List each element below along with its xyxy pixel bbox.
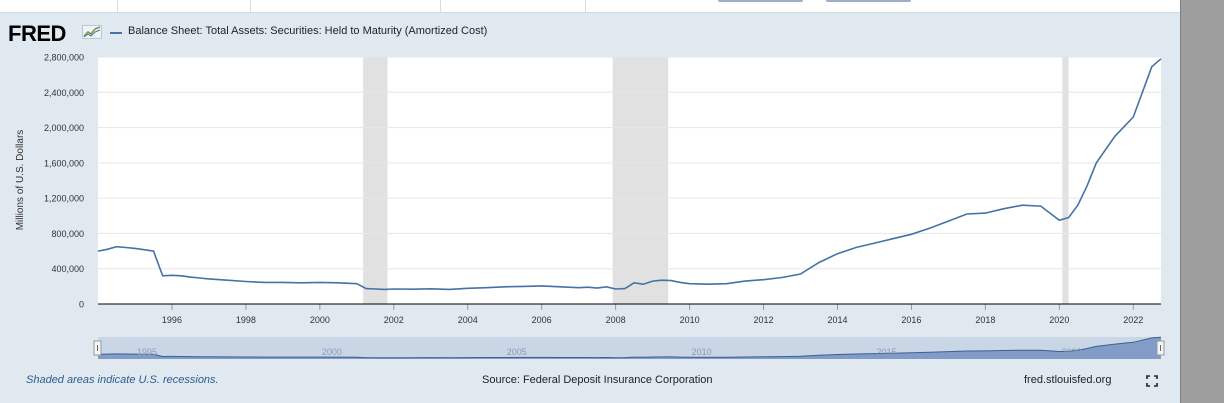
window-gutter: [1180, 0, 1224, 403]
series-line: [97, 58, 1162, 291]
x-tick-label: 1998: [236, 315, 256, 325]
recession-note: Shaded areas indicate U.S. recessions.: [26, 374, 219, 386]
navigator-label: 2015: [876, 347, 896, 357]
toolbar-button[interactable]: [826, 0, 911, 2]
recession-band: [363, 57, 388, 304]
y-axis-label: Millions of U.S. Dollars: [15, 130, 26, 231]
x-tick-label: 2010: [680, 315, 700, 325]
toolbar-divider: [117, 0, 118, 12]
fullscreen-icon[interactable]: [1146, 375, 1158, 387]
navigator-label: 1995: [137, 347, 157, 357]
x-tick-label: 2008: [606, 315, 626, 325]
x-tick-label: 2000: [310, 315, 330, 325]
y-tick-label: 800,000: [51, 229, 84, 239]
line-chart: 0 400,000 800,000 1,200,000 1,600,000 2,000,0…: [15, 53, 1165, 359]
navigator-label: 2000: [322, 347, 342, 357]
top-toolbar-strip: [0, 0, 1180, 13]
navigator-line: [97, 336, 1162, 359]
navigator-label: 2020: [1061, 347, 1081, 357]
site-link[interactable]: fred.stlouisfed.org: [1024, 374, 1112, 386]
navigator-label: 2010: [692, 347, 712, 357]
source-text: Source: Federal Deposit Insurance Corpor…: [482, 374, 713, 386]
fred-logo[interactable]: FRED: [8, 21, 66, 46]
fred-graph-icon: [82, 25, 102, 39]
y-tick-label: 2,800,000: [44, 53, 84, 63]
recession-band: [612, 57, 669, 304]
y-tick-label: 2,000,000: [44, 123, 84, 133]
x-tick-label: 2006: [532, 315, 552, 325]
toolbar-button[interactable]: [718, 0, 803, 2]
range-navigator[interactable]: 1995 2000 2005 2010 2015 2020: [93, 336, 1165, 359]
x-tick-label: 2012: [754, 315, 774, 325]
toolbar-divider: [585, 0, 586, 12]
toolbar-divider: [440, 0, 441, 12]
navigator-label: 2005: [507, 347, 527, 357]
x-tick-label: 2018: [975, 315, 995, 325]
x-tick-label: 2016: [901, 315, 921, 325]
y-tick-label: 2,400,000: [44, 88, 84, 98]
legend-line-swatch: [110, 32, 122, 34]
x-tick-label: 2014: [827, 315, 847, 325]
y-tick-label: 1,200,000: [44, 194, 84, 204]
x-tick-label: 1996: [162, 315, 182, 325]
y-tick-label: 1,600,000: [44, 158, 84, 168]
x-tick-label: 2022: [1123, 315, 1143, 325]
recession-band: [1062, 57, 1069, 304]
x-tick-label: 2004: [458, 315, 478, 325]
x-tick-label: 2020: [1049, 315, 1069, 325]
series-title: Balance Sheet: Total Assets: Securities:…: [128, 25, 488, 37]
x-tick-label: 2002: [384, 315, 404, 325]
y-tick-label: 400,000: [51, 264, 84, 274]
y-tick-label: 0: [79, 300, 84, 310]
toolbar-divider: [250, 0, 251, 12]
